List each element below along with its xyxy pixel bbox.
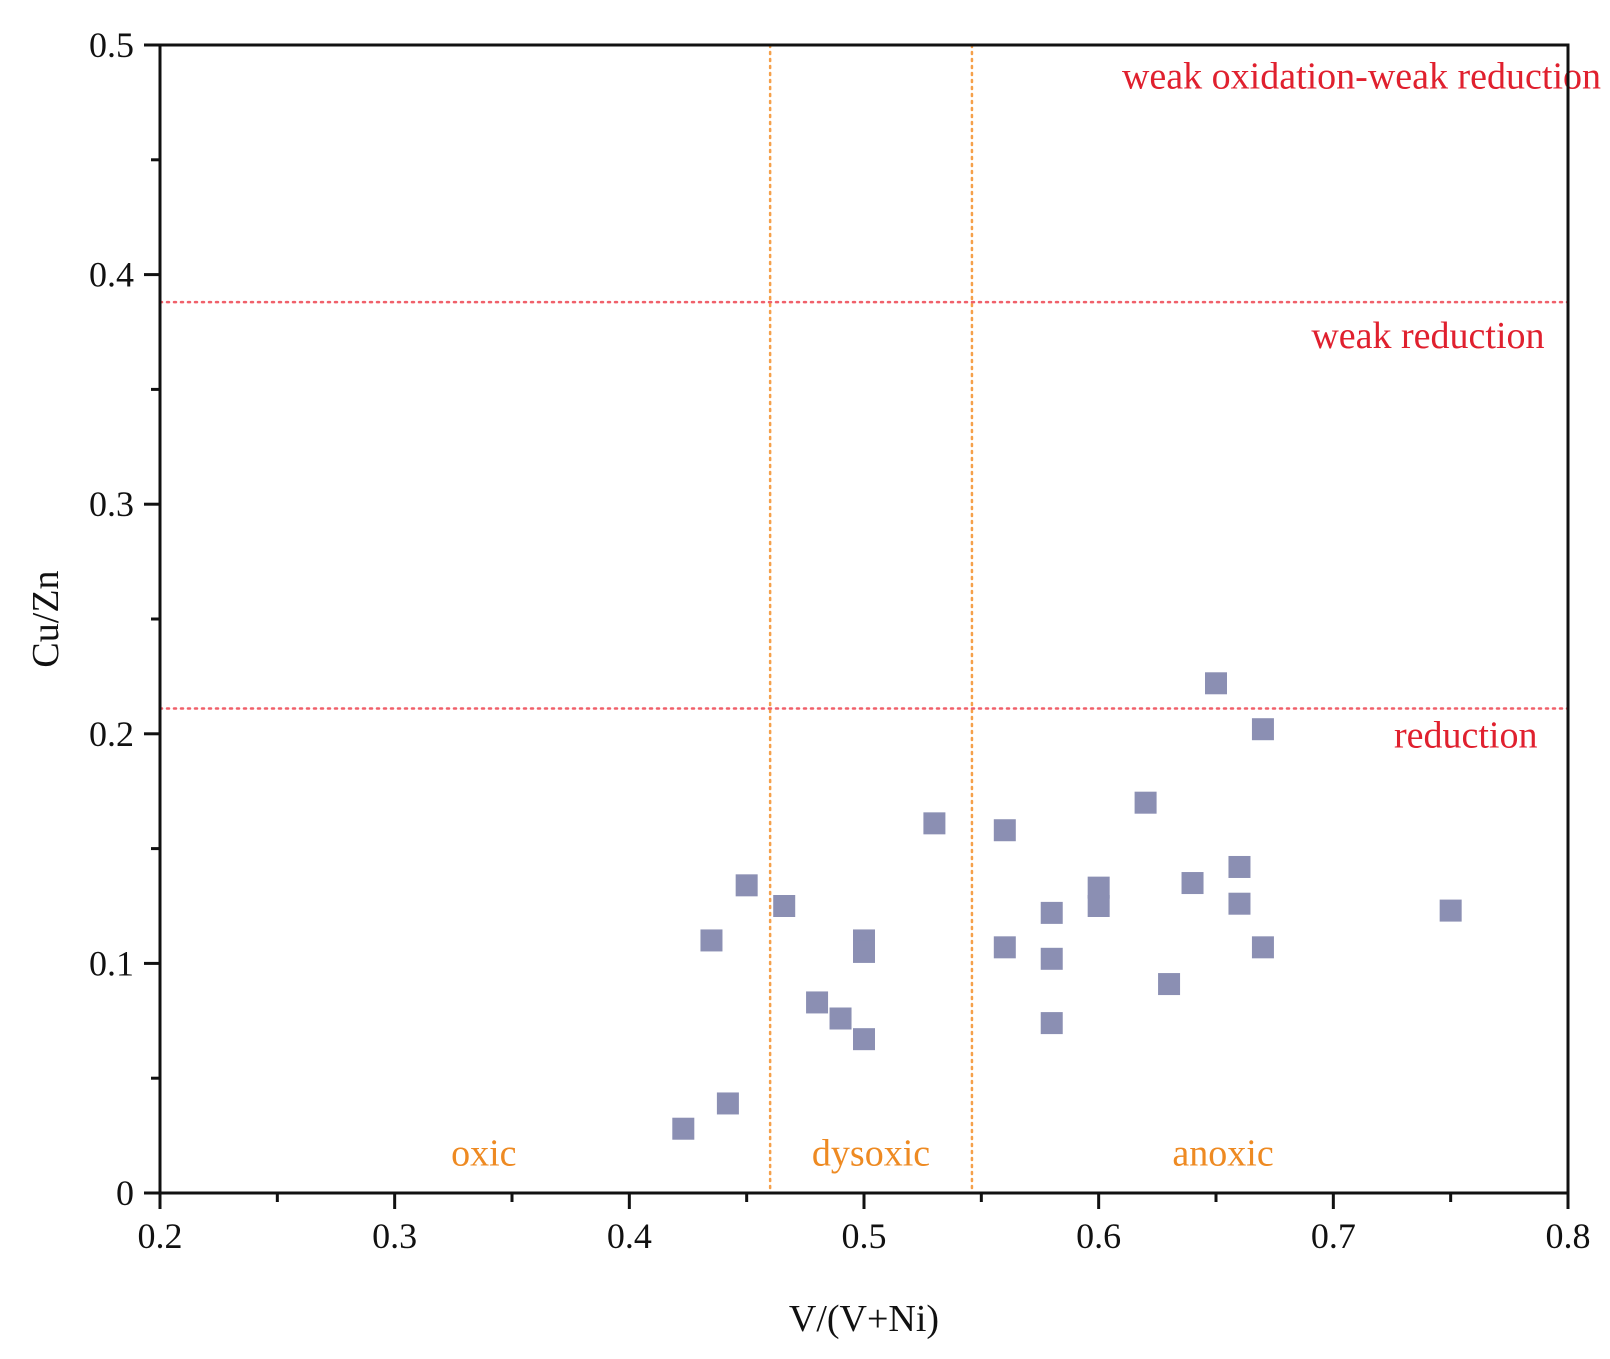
region-labels: weak oxidation-weak reduction weak reduct… <box>451 56 1601 1175</box>
axes <box>158 43 1570 1195</box>
x-tick-label: 0.5 <box>842 1216 887 1256</box>
data-point <box>853 1028 875 1051</box>
data-point <box>1228 892 1251 915</box>
data-point <box>716 1092 739 1115</box>
data-point <box>1087 876 1110 899</box>
x-tick-label: 0.6 <box>1076 1216 1121 1256</box>
region-label: oxic <box>451 1132 516 1174</box>
data-point <box>993 936 1016 959</box>
data-point <box>1040 947 1063 970</box>
region-label: weak reduction <box>1311 315 1544 357</box>
data-points <box>672 672 1462 1140</box>
y-tick-label: 0.3 <box>89 484 134 524</box>
data-point <box>735 874 758 897</box>
y-tick-label: 0.4 <box>89 255 134 295</box>
y-tick-label: 0 <box>116 1173 134 1213</box>
plot-frame <box>158 43 1570 1195</box>
data-point <box>1040 901 1063 924</box>
data-point <box>923 812 946 835</box>
data-point <box>1040 1012 1063 1035</box>
data-point <box>1181 872 1204 895</box>
data-point <box>1439 899 1462 922</box>
region-label: weak oxidation-weak reduction <box>1122 56 1601 98</box>
data-point <box>993 819 1016 842</box>
x-tick-label: 0.7 <box>1311 1216 1356 1256</box>
data-point <box>1251 936 1274 959</box>
reference-lines <box>158 43 1570 1195</box>
x-tick-label: 0.8 <box>1546 1216 1591 1256</box>
data-point <box>1134 791 1157 814</box>
y-tick-label: 0.2 <box>89 714 134 754</box>
data-point <box>773 895 796 917</box>
data-point <box>1205 672 1227 695</box>
x-axis-title: V/(V+Ni) <box>789 1298 939 1340</box>
data-point <box>672 1117 695 1140</box>
data-point <box>829 1007 852 1030</box>
x-tick-label: 0.2 <box>138 1216 183 1256</box>
x-tick-label: 0.3 <box>372 1216 417 1256</box>
data-point <box>1087 895 1110 917</box>
data-point <box>700 929 723 952</box>
tick-labels: 0.2 0.3 0.4 0.5 0.6 0.7 0.8 0 0.1 0.2 0.3 0.4 0.5 <box>89 25 1591 1256</box>
y-tick-label: 0.5 <box>89 25 134 65</box>
data-point <box>1158 973 1181 996</box>
region-label: reduction <box>1394 715 1538 757</box>
region-label: dysoxic <box>812 1132 930 1174</box>
data-point <box>1228 855 1251 878</box>
ticks <box>144 43 1570 1209</box>
data-point <box>1251 718 1274 741</box>
region-label: anoxic <box>1172 1132 1273 1174</box>
y-tick-label: 0.1 <box>89 943 134 983</box>
y-axis-title: Cu/Zn <box>25 570 67 667</box>
x-tick-label: 0.4 <box>607 1216 652 1256</box>
data-point <box>806 991 829 1014</box>
data-point <box>853 940 875 963</box>
